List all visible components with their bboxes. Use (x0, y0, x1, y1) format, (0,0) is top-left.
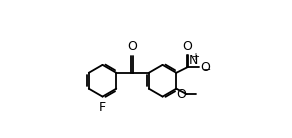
Text: O: O (200, 61, 210, 74)
Text: −: − (203, 65, 211, 75)
Text: O: O (128, 40, 138, 53)
Text: O: O (176, 88, 186, 101)
Text: O: O (182, 40, 192, 53)
Text: +: + (191, 52, 199, 62)
Text: N: N (188, 54, 198, 67)
Text: F: F (99, 101, 106, 114)
